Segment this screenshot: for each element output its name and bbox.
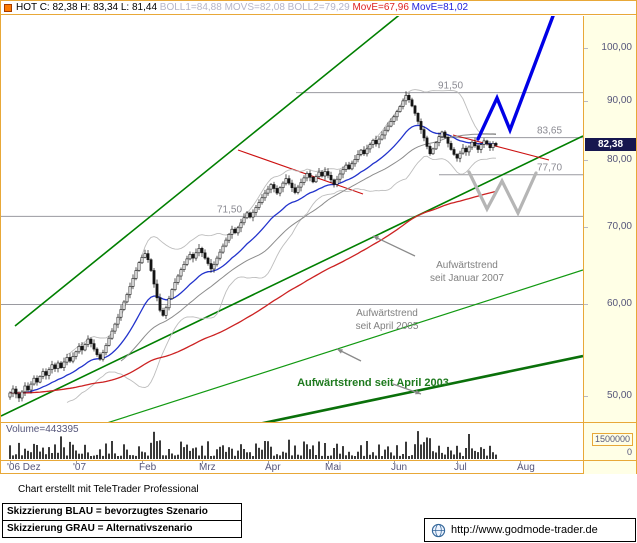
y-axis-tick — [584, 304, 588, 305]
x-axis-tick — [394, 461, 395, 464]
y-axis-tick — [584, 227, 588, 228]
y-axis-label: 90,00 — [606, 94, 632, 106]
scenario-legend: Skizzierung BLAU = bevorzugtes Szenario … — [2, 503, 242, 538]
x-axis-label: Jun — [391, 462, 408, 473]
quote-segment: BOLL1=84,88 MOVS=82,08 BOLL2=79,29 — [159, 2, 353, 13]
last-price-tag: 82,38 — [585, 138, 636, 151]
annotation: Aufwärtstrend — [356, 308, 418, 319]
credit-note: Chart erstellt mit TeleTrader Profession… — [18, 484, 199, 495]
y-axis-label: 70,00 — [606, 221, 632, 233]
channel-jan2007-upper — [14, 16, 400, 327]
price-axis[interactable]: 82,38 100,00 90,00 80,00 70,00 60,00 50,00 — [583, 16, 636, 422]
volume-bars — [9, 431, 497, 459]
svg-text:91,50: 91,50 — [438, 81, 463, 92]
annotation: seit Januar 2007 — [430, 273, 504, 284]
svg-text:71,50: 71,50 — [217, 204, 242, 215]
quote-bar: HOT C: 82,38 H: 83,34 L: 81,44 BOLL1=84,… — [1, 1, 636, 15]
quote-segment: MovE=67,96 — [352, 2, 412, 13]
x-axis-label: Feb — [139, 462, 157, 473]
x-axis-tick — [457, 461, 458, 464]
legend-blue-scenario: Skizzierung BLAU = bevorzugtes Szenario — [2, 503, 242, 521]
uptrend-apr2005 — [107, 269, 583, 422]
x-axis-label: Jul — [454, 462, 467, 473]
y-axis-tick — [584, 396, 588, 397]
bollinger-lower — [66, 155, 497, 403]
y-axis-label: 60,00 — [606, 298, 632, 310]
volume-axis-zero: 0 — [626, 447, 632, 457]
x-axis-tick — [10, 461, 11, 464]
annotation: Aufwärtstrend seit April 2003 — [297, 377, 449, 389]
volume-label: Volume=443395 — [6, 424, 79, 435]
trendlines — [1, 16, 583, 422]
blue-scenario-sketch — [476, 16, 555, 141]
y-axis-tick — [584, 48, 588, 49]
red-resistance-recent — [452, 134, 550, 161]
x-axis-tick — [520, 461, 521, 464]
quote-segment: HOT C: 82,38 H: 83,34 L: 81,44 — [16, 2, 160, 13]
volume-chart[interactable] — [1, 423, 583, 460]
x-axis-label: '07 — [73, 462, 87, 473]
x-axis-label: Aug — [517, 462, 535, 473]
annotation: Aufwärtstrend — [436, 260, 498, 271]
volume-axis-max: 1500000 — [591, 433, 633, 446]
globe-icon — [431, 523, 446, 537]
x-axis-label: Mai — [325, 462, 342, 473]
uptrend-apr2003 — [261, 354, 583, 422]
ma-38 — [120, 133, 497, 362]
price-chart[interactable]: 91,50 83,65 77,70 71,50 Aufwärtstrend seit Ja… — [1, 16, 583, 422]
x-axis-tick — [76, 461, 77, 464]
gray-scenario-sketch — [467, 170, 538, 217]
x-axis-tick — [268, 461, 269, 464]
annotation-arrows — [336, 235, 422, 395]
x-axis-tick — [202, 461, 203, 464]
svg-text:83,65: 83,65 — [537, 126, 562, 137]
candlestick-series — [8, 91, 498, 402]
axis-corner — [583, 460, 636, 474]
quote-segment: MovE=81,02 — [411, 2, 469, 13]
y-axis-tick — [584, 101, 588, 102]
quote-text: HOT C: 82,38 H: 83,34 L: 81,44 BOLL1=84,… — [16, 2, 468, 13]
x-axis-label: Apr — [265, 462, 281, 473]
ma-21 — [9, 124, 497, 394]
annotation: seit April 2005 — [356, 321, 419, 332]
instrument-icon — [4, 3, 12, 12]
legend-gray-scenario: Skizzierung GRAU = Alternativszenario — [2, 520, 242, 538]
time-axis[interactable]: '06 Dez '07 Feb Mrz Apr Mai Jun Jul Aug — [1, 460, 583, 474]
ma-130 — [9, 190, 497, 394]
url-box[interactable]: http://www.godmode-trader.de — [424, 518, 636, 542]
chart-window: HOT C: 82,38 H: 83,34 L: 81,44 BOLL1=84,… — [0, 0, 637, 474]
volume-axis: 1500000 0 — [583, 422, 636, 460]
x-axis-label: Mrz — [199, 462, 216, 473]
y-axis-label: 50,00 — [606, 389, 632, 401]
support-resistance-levels: 91,50 83,65 77,70 71,50 — [1, 81, 583, 305]
volume-panel[interactable]: Volume=443395 — [1, 422, 583, 460]
red-resistance-upper — [237, 149, 364, 195]
x-axis-tick — [328, 461, 329, 464]
bollinger-upper — [66, 89, 497, 355]
x-axis-tick — [142, 461, 143, 464]
y-axis-label: 80,00 — [606, 154, 632, 166]
price-chart-area[interactable]: 91,50 83,65 77,70 71,50 Aufwärtstrend seit Ja… — [1, 16, 583, 422]
svg-text:77,70: 77,70 — [537, 163, 562, 174]
y-axis-tick — [584, 160, 588, 161]
y-axis-label: 100,00 — [601, 42, 632, 53]
x-axis-label: '06 Dez — [7, 462, 41, 473]
channel-jan2007-lower — [1, 135, 583, 417]
site-url[interactable]: http://www.godmode-trader.de — [451, 524, 598, 536]
